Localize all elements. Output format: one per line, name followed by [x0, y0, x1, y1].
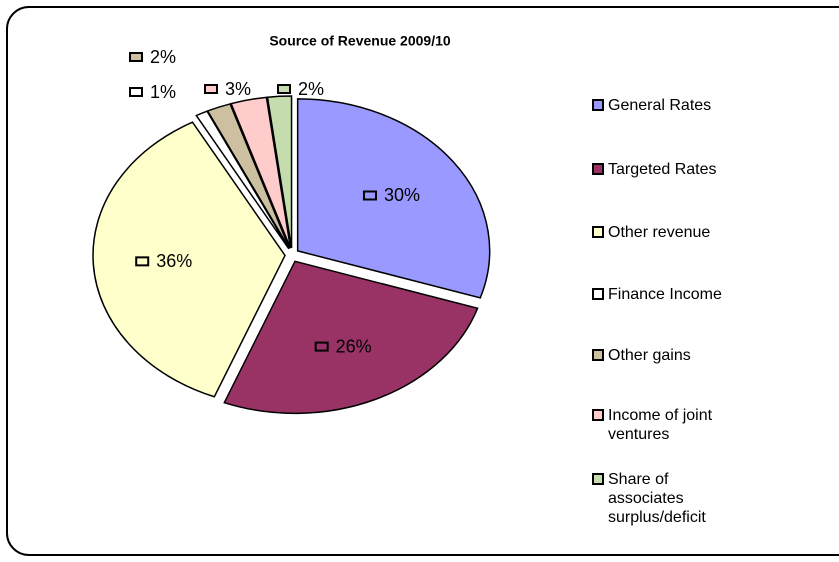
- legend-key: [592, 226, 604, 238]
- legend-label: Finance Income: [608, 286, 722, 303]
- data-label: 36%: [156, 251, 192, 271]
- pie-slice: [296, 98, 491, 299]
- legend-key: [592, 288, 604, 300]
- chart-title: Source of Revenue 2009/10: [269, 33, 451, 49]
- legend-key: [592, 349, 604, 361]
- label-key: [277, 84, 291, 94]
- legend-item: Other gains: [592, 346, 748, 365]
- legend-item: Other revenue: [592, 223, 748, 242]
- pie-slice: [223, 260, 479, 415]
- legend-key: [592, 163, 604, 175]
- data-label: 1%: [150, 82, 176, 102]
- legend-item: Targeted Rates: [592, 160, 748, 179]
- data-label: 2%: [150, 47, 176, 67]
- legend-label: Income of joint ventures: [608, 407, 713, 443]
- data-label: 3%: [225, 79, 251, 99]
- legend-item: Finance Income: [592, 285, 748, 304]
- legend-label: Targeted Rates: [608, 161, 717, 178]
- legend-label: General Rates: [608, 97, 712, 114]
- label-key: [129, 52, 143, 62]
- label-key: [204, 84, 218, 94]
- chart-frame: [6, 6, 839, 556]
- data-label: 30%: [384, 185, 420, 205]
- pie-slice: [92, 121, 286, 398]
- data-labels: 30% 26% 36% 1% 2% 3% 2%: [129, 47, 420, 356]
- label-key: [135, 256, 150, 267]
- data-label: 26%: [336, 336, 372, 356]
- legend-key: [592, 409, 604, 421]
- data-label: 2%: [298, 79, 324, 99]
- pie: [92, 95, 491, 415]
- legend-key: [592, 473, 604, 485]
- pie-slice: [266, 95, 293, 249]
- pie-slice: [206, 103, 291, 249]
- legend-item: Share of associates surplus/deficit: [592, 470, 748, 527]
- legend-label: Other gains: [608, 347, 691, 364]
- legend-label: Other revenue: [608, 224, 711, 241]
- label-key: [129, 87, 143, 97]
- pie-slice: [230, 96, 292, 249]
- legend-key: [592, 99, 604, 111]
- label-key: [314, 341, 329, 352]
- legend-item: Income of joint ventures: [592, 406, 748, 444]
- label-key: [362, 190, 377, 201]
- legend-label: Share of associates surplus/deficit: [608, 471, 706, 526]
- legend-item: General Rates: [592, 96, 748, 115]
